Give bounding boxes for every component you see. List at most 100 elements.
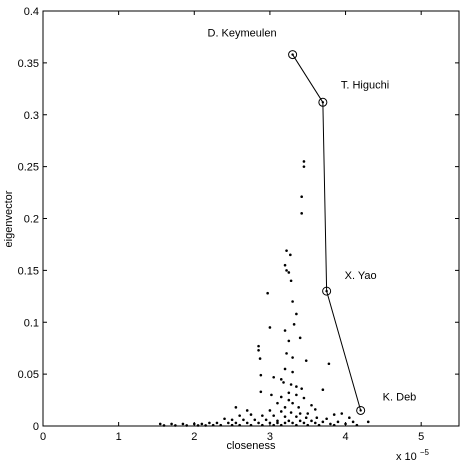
data-point [268,326,272,329]
data-point [313,408,317,411]
data-point [306,412,310,415]
data-point [276,421,279,425]
data-point [332,413,336,416]
data-point [287,271,291,274]
data-point [270,393,273,397]
data-point [295,385,298,388]
highlight-marker [288,50,298,60]
data-point [302,160,306,163]
data-point [272,414,275,417]
data-point [291,300,294,303]
data-point [313,421,317,425]
x-tick-label: 4 [342,431,348,443]
highlight-connector [292,54,362,411]
data-point [181,422,185,426]
y-tick-label: 0.25 [18,162,39,174]
data-point [298,412,302,415]
x-axis-label: closeness [227,440,276,452]
data-point [245,421,249,425]
x-tick-label: 3 [267,431,273,443]
data-point [283,263,287,267]
data-point [287,419,291,423]
data-point [279,395,283,399]
data-point [283,406,287,409]
highlight-marker [356,405,366,415]
data-point [304,359,308,362]
x-axis-exponent: x 10 −5 [396,448,430,463]
data-point [283,329,287,332]
data-point [348,416,351,420]
data-point [329,422,332,426]
data-point [310,403,313,407]
data-point [344,422,347,426]
data-point [351,420,355,424]
data-point [215,421,219,425]
data-point [285,269,288,272]
data-point [245,409,249,412]
data-point [257,344,260,348]
data-points [158,160,370,427]
data-point [291,356,294,359]
data-point [257,421,260,425]
x-tick-label: 2 [191,431,197,443]
data-point [295,393,298,397]
highlight-label: T. Higuchi [341,79,389,91]
data-point [310,419,313,423]
data-point [300,195,303,199]
data-point [321,420,325,424]
data-point [300,387,303,390]
highlight-label: D. Keymeulen [208,28,277,40]
data-point [276,401,279,405]
y-tick-label: 0.3 [24,110,39,122]
data-point [298,336,302,340]
data-point [325,417,328,421]
data-point [289,411,293,414]
data-point [276,419,279,423]
data-point [268,421,272,425]
data-point [289,253,292,257]
data-point [170,422,173,426]
highlight-point [291,53,294,56]
highlight-point [325,289,328,293]
data-point [249,413,253,416]
data-point [282,381,285,384]
y-tick-label: 0.35 [18,58,39,70]
x-tick-label: 0 [40,431,46,443]
data-point [257,348,260,352]
data-point [285,352,288,355]
data-point [192,422,196,426]
data-point [268,409,272,412]
data-point [266,291,269,295]
data-point [315,416,319,420]
data-point [258,357,262,360]
x-axis-exponent-power: −5 [420,448,430,457]
data-point [366,420,370,424]
data-point [227,421,230,425]
data-point [200,422,204,426]
axis-ticks: 0 1 2 3 4 5 0 0.05 0.1 0.15 0.2 0.25 0.3 0.35 0.4 [18,6,459,443]
data-point [287,391,291,395]
y-tick-label: 0.05 [18,369,39,381]
data-point [287,339,291,343]
data-point [292,323,296,326]
data-point [238,414,241,417]
data-point [283,367,287,371]
x-tick-label: 1 [116,431,122,443]
data-point [295,415,298,418]
data-point [283,415,287,418]
data-point [336,420,340,424]
data-point [279,410,283,413]
y-tick-label: 0.2 [24,214,39,226]
data-point [321,388,325,391]
data-point [223,417,226,421]
data-point [295,312,298,316]
data-point [302,165,306,168]
data-point [158,422,162,426]
data-point [297,406,300,409]
y-axis-label: eigenvector [3,190,15,247]
highlight-label: X. Yao [345,270,377,282]
data-point [259,390,263,394]
data-point [261,414,264,417]
data-point [327,362,331,366]
